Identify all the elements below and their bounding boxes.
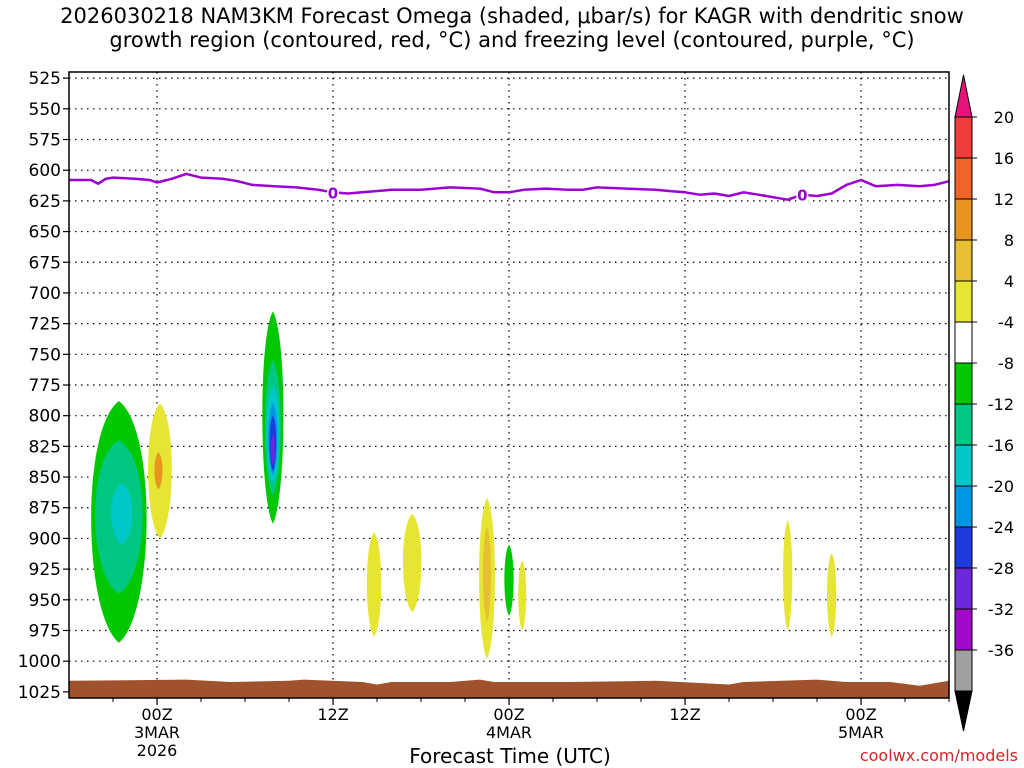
y-tick-label: 850 [29, 468, 61, 488]
y-tick-label: 600 [29, 161, 61, 181]
colorbar-bin [954, 444, 973, 487]
omega-region [504, 544, 514, 616]
colorbar-bin [954, 608, 973, 651]
x-tick-label: 2026 [137, 741, 178, 760]
x-tick-label: 4MAR [486, 723, 532, 742]
colorbar-bin [954, 485, 973, 528]
y-tick-label: 525 [29, 69, 61, 89]
terrain-fill [69, 679, 949, 698]
y-tick-label: 825 [29, 437, 61, 457]
omega-region [270, 434, 275, 465]
y-tick-label: 950 [29, 591, 61, 611]
x-tick-label: 5MAR [838, 723, 884, 742]
y-tick-label: 650 [29, 223, 61, 243]
y-tick-label: 800 [29, 407, 61, 427]
colorbar-bin [954, 567, 973, 610]
y-tick-label: 1000 [18, 652, 61, 672]
y-tick-label: 725 [29, 315, 61, 335]
y-tick-label: 575 [29, 131, 61, 151]
colorbar-bin [954, 280, 973, 323]
colorbar-bin [954, 198, 973, 241]
colorbar-label: -16 [988, 436, 1014, 455]
freezing-level-line [69, 172, 950, 201]
colorbar-label: -36 [988, 641, 1014, 660]
colorbar-label: -8 [998, 354, 1014, 373]
omega-region [827, 553, 837, 637]
colorbar-label: -4 [998, 313, 1014, 332]
colorbar-label: 8 [1004, 231, 1014, 250]
colorbar-label: -32 [988, 600, 1014, 619]
x-tick-label: 12Z [669, 705, 700, 724]
y-tick-label: 875 [29, 499, 61, 519]
colorbar-label: 16 [994, 149, 1014, 168]
y-tick-label: 900 [29, 529, 61, 549]
colorbar: 20 16 12 8 4 -4 -8 -12 -16 -20 -24 -28 -32 -36 [954, 74, 1014, 732]
omega-region [402, 513, 422, 613]
y-axis: 525 550 575 600 625 650 675 700 725 750 775 800 825 8… [18, 69, 69, 703]
colorbar-top-arrow [954, 74, 973, 118]
x-tick-label: 00Z [845, 705, 876, 724]
colorbar-bin [954, 362, 973, 405]
colorbar-bin [954, 526, 973, 569]
colorbar-bin [954, 239, 973, 282]
y-tick-label: 675 [29, 253, 61, 273]
omega-region [154, 452, 163, 490]
y-tick-label: 1025 [18, 683, 61, 703]
omega-region [483, 526, 491, 622]
terrain-area [69, 679, 949, 698]
x-tick-label: 00Z [493, 705, 524, 724]
colorbar-bin [954, 649, 973, 692]
x-tick-label: 12Z [317, 705, 348, 724]
y-tick-label: 750 [29, 345, 61, 365]
colorbar-label: 20 [994, 108, 1014, 127]
chart-title-line-1: 2026030218 NAM3KM Forecast Omega (shaded… [60, 4, 964, 28]
y-tick-label: 975 [29, 621, 61, 641]
colorbar-label: 4 [1004, 272, 1014, 291]
x-tick-label: 3MAR [134, 723, 180, 742]
colorbar-bin [954, 157, 973, 200]
colorbar-label: -20 [988, 477, 1014, 496]
contour-label-bg [796, 186, 809, 203]
x-tick-label: 00Z [141, 705, 172, 724]
colorbar-label: -28 [988, 559, 1014, 578]
colorbar-bottom-arrow [954, 690, 973, 732]
colorbar-bin [954, 321, 973, 364]
chart-title-line-2: growth region (contoured, red, °C) and f… [109, 28, 915, 52]
colorbar-bin [954, 403, 973, 446]
credit-link[interactable]: coolwx.com/models [859, 746, 1018, 765]
contour-label-bg [327, 184, 339, 201]
x-axis-label: Forecast Time (UTC) [409, 744, 611, 768]
omega-region [111, 483, 133, 545]
omega-region [366, 532, 382, 637]
colorbar-label: -12 [988, 395, 1014, 414]
freezing-level-label: 0 [797, 187, 807, 205]
colorbar-label: 12 [994, 190, 1014, 209]
y-tick-label: 775 [29, 376, 61, 396]
colorbar-label: -24 [988, 518, 1014, 537]
y-tick-label: 550 [29, 100, 61, 120]
omega-region [518, 560, 527, 631]
omega-shading [91, 311, 837, 659]
colorbar-bin [954, 116, 973, 159]
y-tick-label: 700 [29, 284, 61, 304]
y-tick-label: 925 [29, 560, 61, 580]
freezing-level-label: 0 [328, 184, 338, 202]
y-tick-label: 625 [29, 192, 61, 212]
omega-region [783, 520, 793, 631]
